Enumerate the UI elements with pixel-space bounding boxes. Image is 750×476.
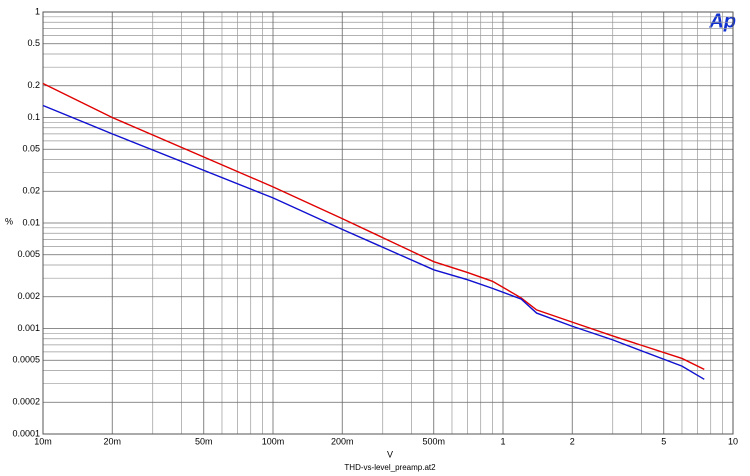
y-tick-label: 0.2 [27,80,40,90]
x-tick-label: 100m [262,436,285,446]
y-tick-label: 0.001 [17,323,40,333]
y-tick-label: 0.05 [22,144,40,154]
footer: THD-vs-level_preamp.at2 [344,463,436,472]
x-tick-label: 200m [331,436,354,446]
data-line [42,82,705,370]
data-line [42,104,705,380]
x-tick-label: 5 [661,436,666,446]
y-tick-label: 0.02 [22,186,40,196]
x-tick-label: 50m [195,436,213,446]
x-axis-label: V [387,449,393,459]
y-axis-label: % [5,216,13,226]
y-tick-label: 1 [35,6,40,16]
x-tick-label: 500m [423,436,446,446]
y-tick-label: 0.0002 [12,397,40,407]
y-tick-label: 0.01 [22,217,40,227]
y-tick-label: 0.1 [27,112,40,122]
y-tick-label: 0.0005 [12,355,40,365]
y-tick-label: 0.005 [17,249,40,259]
y-tick-label: 0.5 [27,38,40,48]
x-tick-label: 1 [500,436,505,446]
x-tick-label: 2 [570,436,575,446]
y-tick-label: 0.002 [17,291,40,301]
x-tick-label: 10 [728,436,738,446]
plot-frame [42,11,734,435]
x-tick-label: 20m [103,436,121,446]
x-tick-label: 10m [34,436,52,446]
y-tick-label: 0.0001 [12,428,40,438]
